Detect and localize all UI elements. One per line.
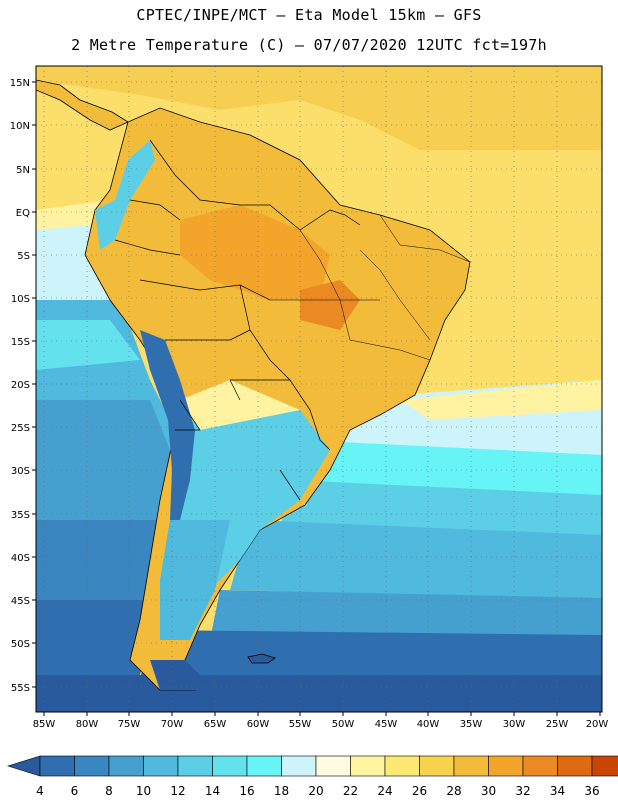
lon-label: 80W bbox=[76, 719, 99, 730]
lat-label: 25S bbox=[11, 423, 30, 434]
lon-label: 65W bbox=[204, 719, 227, 730]
lat-label: 10N bbox=[10, 121, 30, 132]
lat-label: 20S bbox=[11, 380, 30, 391]
legend-swatch bbox=[315, 755, 351, 777]
lon-label: 35W bbox=[460, 719, 483, 730]
legend-label: 12 bbox=[170, 784, 185, 798]
lon-label: 75W bbox=[118, 719, 141, 730]
lat-label: 5S bbox=[17, 251, 30, 262]
legend-label: 20 bbox=[308, 784, 323, 798]
lat-label: 30S bbox=[11, 466, 30, 477]
legend-swatch bbox=[522, 755, 558, 777]
legend-swatch bbox=[74, 755, 110, 777]
legend-swatch bbox=[177, 755, 213, 777]
legend-label: 18 bbox=[274, 784, 289, 798]
legend-label: 4 bbox=[36, 784, 44, 798]
legend-label: 14 bbox=[205, 784, 220, 798]
legend-label: 10 bbox=[136, 784, 151, 798]
lon-label: 25W bbox=[546, 719, 569, 730]
lat-label: 40S bbox=[11, 553, 30, 564]
lat-label: 55S bbox=[11, 683, 30, 694]
lon-label: 85W bbox=[33, 719, 56, 730]
lat-label: 50S bbox=[11, 639, 30, 650]
map-title-line-1: CPTEC/INPE/MCT – Eta Model 15km – GFS bbox=[136, 6, 482, 24]
legend-swatch bbox=[281, 755, 317, 777]
legend-label: 24 bbox=[377, 784, 392, 798]
lat-label: 5N bbox=[16, 165, 30, 176]
lon-label: 45W bbox=[375, 719, 398, 730]
legend-label: 30 bbox=[481, 784, 496, 798]
legend-swatch bbox=[488, 755, 524, 777]
lon-label: 55W bbox=[289, 719, 312, 730]
legend-swatch bbox=[108, 755, 144, 777]
legend-label: 26 bbox=[412, 784, 427, 798]
lon-label: 60W bbox=[247, 719, 270, 730]
lat-label: 10S bbox=[11, 294, 30, 305]
lon-label: 20W bbox=[586, 719, 609, 730]
legend-label: 32 bbox=[515, 784, 530, 798]
legend-swatch bbox=[419, 755, 455, 777]
legend-label: 34 bbox=[550, 784, 565, 798]
map-frame bbox=[35, 65, 603, 713]
lat-label: 15N bbox=[10, 78, 30, 89]
color-scale-legend: 468101214161820222426283032343638 bbox=[6, 755, 618, 798]
legend-label: 8 bbox=[105, 784, 113, 798]
lat-label: 35S bbox=[11, 510, 30, 521]
temperature-map: 15N 10N 5N EQ 5S 10S 15S 20S 25S 30S 35S… bbox=[10, 65, 609, 730]
legend-swatch bbox=[143, 755, 179, 777]
legend-label: 28 bbox=[446, 784, 461, 798]
legend-swatch bbox=[246, 755, 282, 777]
legend-label: 6 bbox=[71, 784, 79, 798]
lat-label: EQ bbox=[16, 208, 30, 219]
legend-under-arrow bbox=[6, 755, 41, 777]
lon-label: 30W bbox=[503, 719, 526, 730]
legend-label: 16 bbox=[239, 784, 254, 798]
legend-label: 22 bbox=[343, 784, 358, 798]
lon-label: 50W bbox=[332, 719, 355, 730]
legend-swatch bbox=[39, 755, 75, 777]
lat-label: 15S bbox=[11, 337, 30, 348]
lon-label: 40W bbox=[417, 719, 440, 730]
legend-swatch bbox=[591, 755, 618, 777]
lon-label: 70W bbox=[161, 719, 184, 730]
map-title-line-2: 2 Metre Temperature (C) – 07/07/2020 12U… bbox=[71, 36, 547, 54]
legend-swatch bbox=[212, 755, 248, 777]
legend-swatch bbox=[453, 755, 489, 777]
legend-swatch bbox=[384, 755, 420, 777]
lat-label: 45S bbox=[11, 596, 30, 607]
legend-label: 36 bbox=[584, 784, 599, 798]
legend-swatch bbox=[557, 755, 593, 777]
legend-swatch bbox=[350, 755, 386, 777]
